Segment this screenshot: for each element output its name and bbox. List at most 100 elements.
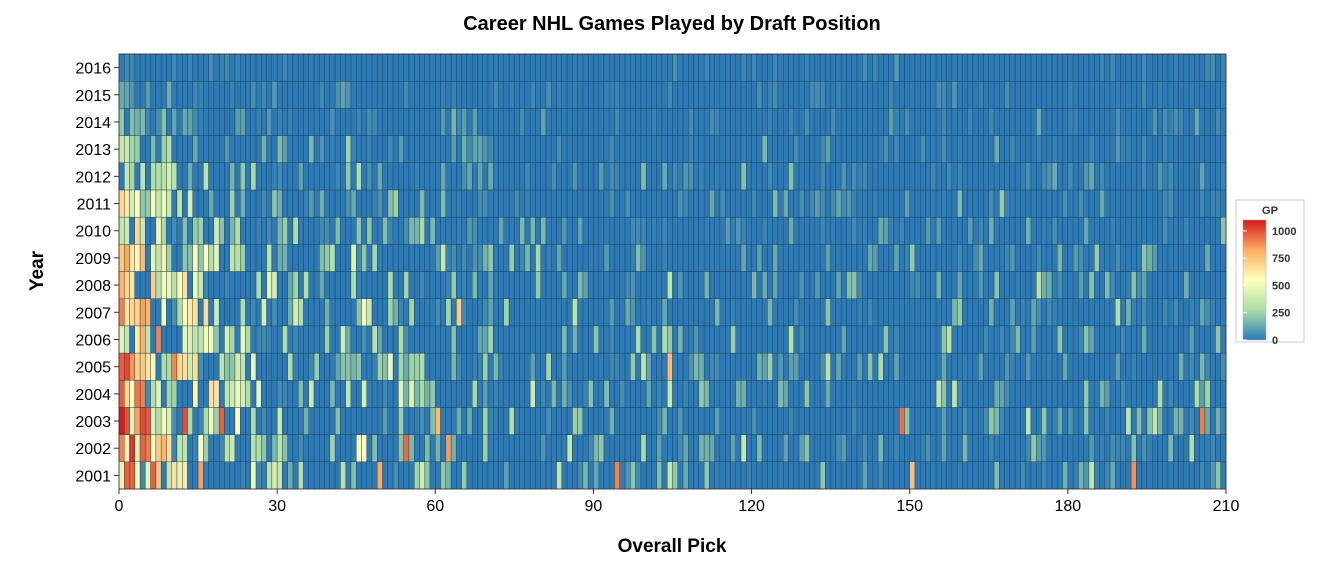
heatmap-cell <box>672 325 678 354</box>
heatmap-cell <box>445 461 452 490</box>
heatmap-cell <box>609 162 615 191</box>
heatmap-cell <box>1072 80 1079 109</box>
heatmap-cell <box>139 53 146 82</box>
heatmap-cell <box>408 298 415 327</box>
heatmap-cell <box>334 271 341 299</box>
heatmap-cell <box>282 135 288 163</box>
heatmap-cell <box>1183 298 1190 327</box>
heatmap-cell <box>751 461 758 490</box>
heatmap-cell <box>1157 298 1163 327</box>
heatmap-cell <box>234 325 241 354</box>
heatmap-cell <box>461 108 468 136</box>
heatmap-cell <box>993 298 1000 327</box>
heatmap-cell <box>1036 216 1042 245</box>
heatmap-cell <box>524 53 531 82</box>
y-tick-label: 2007 <box>75 305 111 322</box>
heatmap-cell <box>1062 325 1069 354</box>
heatmap-cell <box>324 352 331 381</box>
heatmap-cell <box>593 53 599 82</box>
heatmap-cell <box>529 189 536 218</box>
heatmap-cell <box>993 80 1000 109</box>
heatmap-cell <box>898 244 905 272</box>
heatmap-cell <box>234 244 241 272</box>
heatmap-cell <box>1099 244 1105 272</box>
heatmap-cell <box>920 108 926 136</box>
heatmap-cell <box>1167 108 1174 136</box>
heatmap-cell <box>883 380 889 408</box>
heatmap-cell <box>624 461 631 490</box>
heatmap-cell <box>224 407 230 435</box>
heatmap-cell <box>408 271 415 299</box>
heatmap-cell <box>740 244 747 272</box>
heatmap-cell <box>282 352 288 381</box>
heatmap-cell <box>598 298 605 327</box>
heatmap-cell <box>308 325 315 354</box>
heatmap-cell <box>566 53 573 82</box>
heatmap-cell <box>1183 325 1190 354</box>
heatmap-cell <box>308 244 315 272</box>
heatmap-cell <box>582 108 589 136</box>
heatmap-cell <box>519 325 526 354</box>
heatmap-cell <box>898 407 905 435</box>
heatmap-cell <box>261 407 267 435</box>
heatmap-cell <box>545 380 552 408</box>
heatmap-cell <box>682 244 689 272</box>
heatmap-cell <box>450 244 457 272</box>
heatmap-cell <box>877 108 884 136</box>
heatmap-cell <box>972 244 979 272</box>
heatmap-cell <box>661 244 668 272</box>
heatmap-cell <box>825 434 831 463</box>
heatmap-cell <box>240 325 246 354</box>
heatmap-cell <box>276 461 283 490</box>
heatmap-cell <box>619 189 626 218</box>
heatmap-cell <box>261 244 267 272</box>
heatmap-cell <box>951 271 958 299</box>
heatmap-cell <box>566 407 573 435</box>
heatmap-cell <box>1046 244 1053 272</box>
heatmap-cell <box>788 53 794 82</box>
heatmap-cell <box>234 380 241 408</box>
heatmap-cell <box>909 108 916 136</box>
heatmap-cell <box>783 380 789 408</box>
heatmap-cell <box>656 189 663 218</box>
heatmap-cell <box>1099 189 1105 218</box>
heatmap-cell <box>1215 271 1221 299</box>
heatmap-cell <box>356 461 362 490</box>
heatmap-cell <box>1162 80 1169 109</box>
heatmap-cell <box>398 298 404 327</box>
heatmap-cell <box>883 271 889 299</box>
heatmap-cell <box>672 53 678 82</box>
heatmap-cell <box>883 189 889 218</box>
heatmap-cell <box>1062 53 1069 82</box>
heatmap-cell <box>203 434 209 463</box>
heatmap-cell <box>1136 162 1142 191</box>
heatmap-cell <box>624 352 631 381</box>
heatmap-cell <box>192 434 199 463</box>
heatmap-cell <box>609 407 615 435</box>
heatmap-cell <box>145 298 151 327</box>
heatmap-cell <box>698 352 705 381</box>
heatmap-cell <box>392 244 399 272</box>
heatmap-cell <box>930 80 937 109</box>
heatmap-cell <box>656 244 663 272</box>
heatmap-cell <box>1136 135 1142 163</box>
heatmap-cell <box>725 189 731 218</box>
heatmap-cell <box>1036 352 1042 381</box>
heatmap-cell <box>503 352 510 381</box>
heatmap-cell <box>793 461 800 490</box>
heatmap-cell <box>999 380 1005 408</box>
heatmap-cell <box>651 244 657 272</box>
heatmap-cell <box>471 80 478 109</box>
heatmap-cell <box>835 434 842 463</box>
heatmap-cell <box>240 108 246 136</box>
heatmap-cell <box>587 407 594 435</box>
heatmap-cell <box>319 271 325 299</box>
heatmap-cell <box>477 162 483 191</box>
heatmap-cell <box>1099 434 1105 463</box>
heatmap-cell <box>1162 325 1169 354</box>
heatmap-cell <box>730 352 736 381</box>
heatmap-cell <box>851 271 858 299</box>
heatmap-cell <box>561 407 568 435</box>
heatmap-cell <box>630 325 636 354</box>
heatmap-cell <box>134 80 141 109</box>
